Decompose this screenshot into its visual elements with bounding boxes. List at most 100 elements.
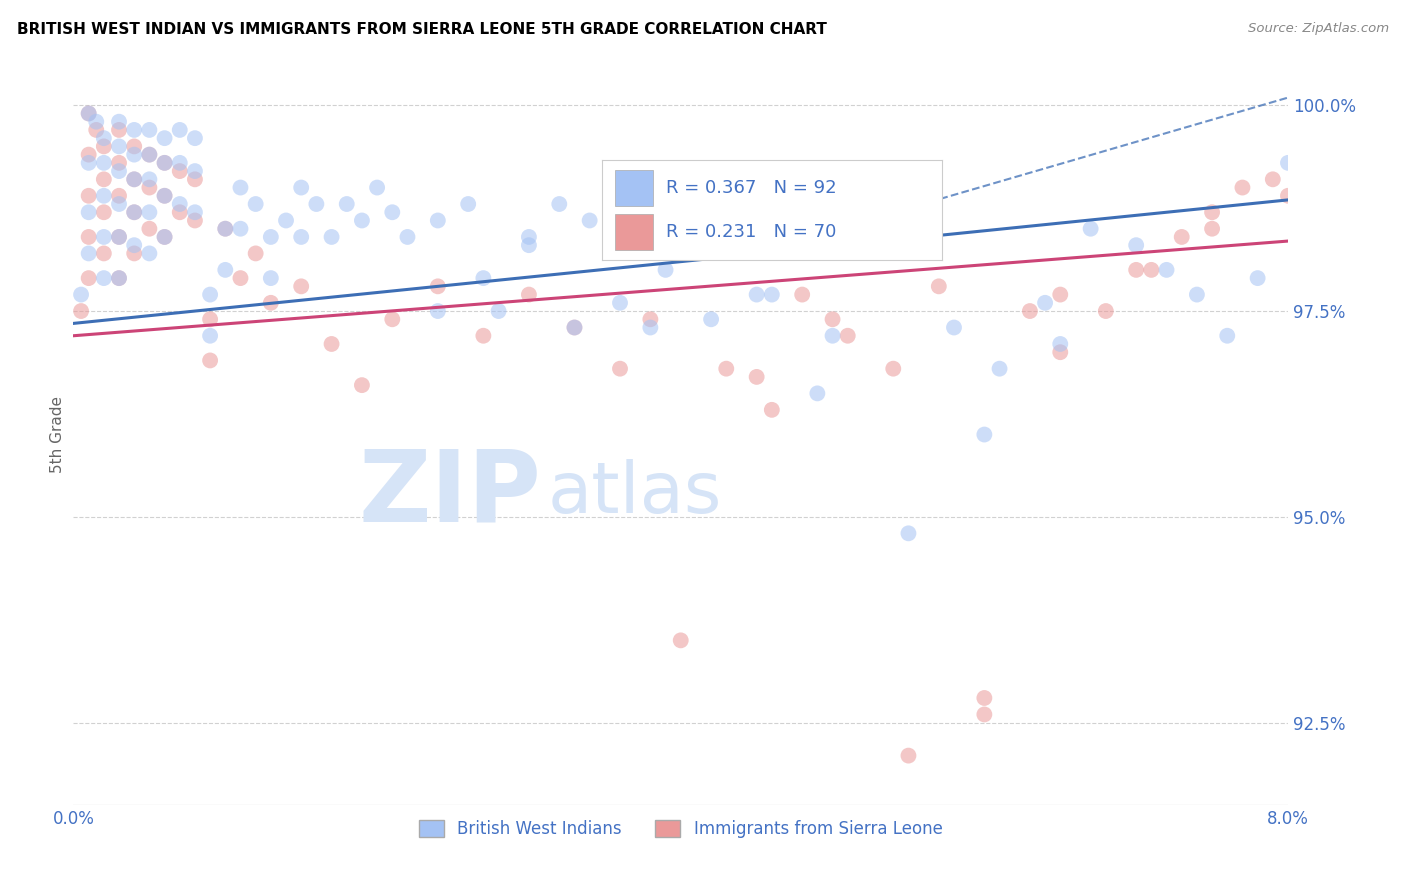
Point (70, 304, 93, 318)
Point (609, 238, 631, 252)
Point (108, 156, 131, 170)
Point (93, 139, 115, 153)
Point (138, 180, 160, 194)
Point (138, 147, 160, 161)
Point (153, 188, 176, 202)
Point (198, 287, 221, 301)
Point (169, 164, 191, 178)
Point (214, 221, 236, 235)
Point (138, 172, 160, 186)
Point (198, 353, 221, 368)
Point (564, 320, 586, 334)
Point (988, 361, 1011, 376)
Point (153, 188, 176, 202)
Point (290, 230, 312, 244)
Point (84, 123, 107, 137)
Point (973, 427, 995, 442)
Point (792, 287, 814, 301)
Point (564, 320, 586, 334)
Point (517, 230, 540, 244)
Point (108, 271, 131, 285)
Point (716, 361, 738, 376)
Point (122, 139, 145, 153)
Point (928, 279, 950, 293)
Point (93, 188, 115, 202)
Point (229, 221, 252, 235)
Point (122, 205, 145, 219)
Point (761, 402, 783, 417)
Point (77, 205, 100, 219)
Point (153, 131, 176, 145)
Point (169, 205, 191, 219)
Point (472, 328, 495, 343)
Point (77, 271, 100, 285)
Point (169, 197, 191, 211)
Point (93, 172, 115, 186)
Point (184, 164, 207, 178)
Point (93, 271, 115, 285)
Point (93, 246, 115, 260)
Point (229, 180, 252, 194)
Point (517, 238, 540, 252)
Point (1277, 156, 1299, 170)
Point (122, 123, 145, 137)
Point (321, 337, 343, 351)
Point (654, 263, 676, 277)
Legend: British West Indians, Immigrants from Sierra Leone: British West Indians, Immigrants from Si… (412, 814, 949, 845)
Point (108, 139, 131, 153)
Point (122, 238, 145, 252)
Y-axis label: 5th Grade: 5th Grade (51, 396, 65, 473)
Point (381, 312, 404, 326)
Point (1125, 263, 1147, 277)
Point (290, 279, 312, 293)
Point (245, 197, 267, 211)
Point (1201, 205, 1223, 219)
Point (1140, 263, 1163, 277)
Point (1277, 188, 1299, 202)
Point (472, 271, 495, 285)
Point (1125, 238, 1147, 252)
Point (1049, 345, 1071, 359)
Point (122, 172, 145, 186)
Point (821, 312, 844, 326)
Point (350, 213, 373, 227)
Point (1232, 180, 1254, 194)
Point (897, 213, 920, 227)
Point (578, 213, 600, 227)
Point (426, 213, 449, 227)
Point (1216, 328, 1239, 343)
Point (290, 180, 312, 194)
Point (229, 271, 252, 285)
Point (245, 246, 267, 260)
Text: BRITISH WEST INDIAN VS IMMIGRANTS FROM SIERRA LEONE 5TH GRADE CORRELATION CHART: BRITISH WEST INDIAN VS IMMIGRANTS FROM S… (17, 22, 827, 37)
Point (321, 230, 343, 244)
Point (882, 361, 904, 376)
Point (153, 230, 176, 244)
Point (897, 526, 920, 541)
Point (1019, 304, 1042, 318)
Point (745, 370, 768, 384)
Point (138, 123, 160, 137)
Point (108, 123, 131, 137)
Point (153, 230, 176, 244)
Point (138, 205, 160, 219)
Text: Source: ZipAtlas.com: Source: ZipAtlas.com (1249, 22, 1389, 36)
Point (108, 197, 131, 211)
Point (108, 230, 131, 244)
Point (1170, 230, 1192, 244)
Point (274, 213, 297, 227)
Point (184, 172, 207, 186)
Text: atlas: atlas (547, 459, 721, 528)
Point (1033, 295, 1056, 310)
Point (640, 320, 662, 334)
Point (669, 230, 692, 244)
Point (153, 156, 176, 170)
Point (761, 287, 783, 301)
Point (745, 287, 768, 301)
Point (138, 221, 160, 235)
Point (77, 147, 100, 161)
Point (108, 188, 131, 202)
Point (1094, 304, 1116, 318)
Point (138, 147, 160, 161)
Point (609, 295, 631, 310)
